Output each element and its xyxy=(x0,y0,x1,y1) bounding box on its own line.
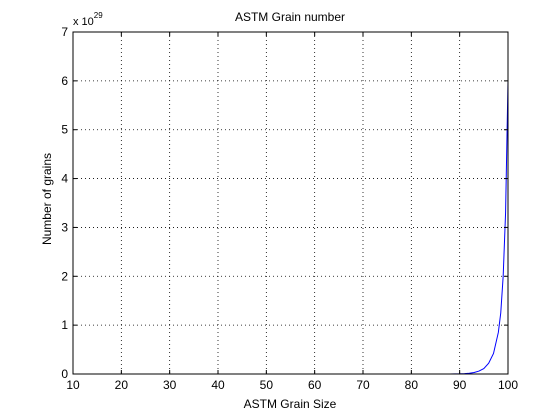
x-tick-label: 20 xyxy=(115,378,129,392)
y-tick-label: 5 xyxy=(61,123,68,137)
x-tick-label: 30 xyxy=(163,378,177,392)
y-tick-label: 6 xyxy=(61,74,68,88)
x-tick-label: 90 xyxy=(453,378,467,392)
x-tick-label: 80 xyxy=(405,378,419,392)
y-tick-label: 2 xyxy=(61,269,68,283)
y-tick-label: 4 xyxy=(61,172,68,186)
x-tick-label: 10 xyxy=(66,378,80,392)
y-exponent-prefix: x 10 xyxy=(73,16,94,28)
x-tick-label: 70 xyxy=(356,378,370,392)
y-exponent-label: x 1029 xyxy=(73,11,103,28)
chart-title: ASTM Grain number xyxy=(235,10,345,24)
axes-box xyxy=(72,31,509,375)
y-axis-label: Number of grains xyxy=(40,153,54,245)
grid-lines xyxy=(73,32,508,374)
x-tick-label: 40 xyxy=(211,378,225,392)
y-tick-label: 0 xyxy=(61,367,68,381)
x-tick-label: 60 xyxy=(308,378,322,392)
x-tick-label: 100 xyxy=(498,378,518,392)
y-tick-label: 7 xyxy=(61,25,68,39)
x-tick-label: 50 xyxy=(260,378,274,392)
plot-area xyxy=(73,32,508,374)
x-axis-label: ASTM Grain Size xyxy=(244,397,337,411)
y-tick-label: 1 xyxy=(61,318,68,332)
tick-labels: 10 20 30 40 50 60 70 80 90 100 0 1 2 3 4 5 6 7 xyxy=(61,25,518,392)
y-tick-label: 3 xyxy=(61,220,68,234)
ticks xyxy=(72,31,509,375)
y-exponent-power: 29 xyxy=(94,11,103,20)
